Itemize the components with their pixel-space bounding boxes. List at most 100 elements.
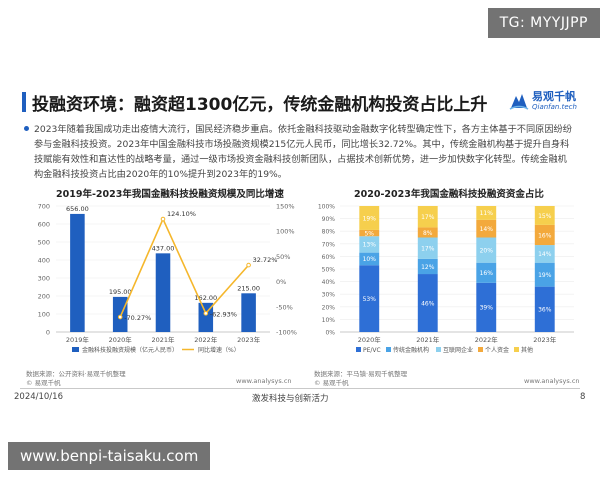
segment-value-label: 19% — [363, 215, 377, 222]
stack-segment — [359, 265, 380, 332]
legend-swatch — [356, 347, 361, 352]
growth-rate-point — [117, 314, 123, 320]
segment-value-label: 10% — [363, 256, 377, 263]
left-source-note: 数据来源：公开资料·易观千帆整理 — [26, 370, 126, 378]
x-tick-label: 2021年 — [416, 335, 440, 344]
legend-swatch — [386, 347, 391, 352]
y2-tick-label: 100% — [276, 228, 295, 236]
y-tick-label: 0 — [46, 329, 50, 337]
segment-value-label: 14% — [480, 226, 494, 233]
legend-swatch — [478, 347, 483, 352]
y-tick-label: 0% — [325, 330, 335, 337]
bar-scale — [241, 293, 256, 332]
y-tick-label: 40% — [322, 279, 336, 286]
y2-tick-label: -100% — [276, 329, 297, 337]
segment-value-label: 36% — [538, 307, 552, 314]
y2-tick-label: 150% — [276, 203, 295, 211]
investment-scale-chart: 0 100 200 300 400 500 600 700 -100% -50% 0% 50% 100%… — [38, 203, 297, 355]
right-source-note: 数据来源：平马镇·易观千帆整理 — [314, 370, 408, 378]
x-tick-label: 2020年 — [358, 335, 382, 344]
stack-segment — [534, 262, 555, 287]
stack-segment — [417, 227, 438, 238]
x-tick-label: 2022年 — [194, 335, 218, 344]
y-tick-label: 100 — [38, 311, 50, 319]
stack-segment — [534, 224, 555, 246]
stack-segment — [476, 262, 497, 283]
x-tick-label: 2023年 — [533, 335, 557, 344]
stack-segment — [417, 258, 438, 275]
stack-segment — [417, 206, 438, 228]
y2-tick-label: 0% — [276, 278, 286, 286]
y-tick-label: 30% — [322, 292, 336, 299]
x-tick-label: 2021年 — [151, 335, 175, 344]
stack-segment — [417, 237, 438, 259]
segment-value-label: 13% — [363, 242, 377, 249]
right-chart-title: 2020-2023年我国金融科技投融资资金占比 — [354, 189, 544, 200]
paragraph-bullet — [24, 126, 29, 131]
watermark-bottom: www.benpi-taisaku.com — [8, 442, 211, 470]
stack-segment — [534, 245, 555, 263]
y-tick-label: 50% — [322, 267, 336, 274]
segment-value-label: 14% — [538, 251, 552, 258]
x-tick-label: 2019年 — [66, 335, 90, 344]
y-tick-label: 300 — [38, 275, 50, 283]
segment-value-label: 5% — [364, 230, 374, 237]
segment-value-label: 16% — [480, 270, 494, 277]
stack-segment — [476, 282, 497, 332]
growth-rate-label: -70.27% — [124, 314, 151, 322]
legend-label: 传统金融机构 — [393, 346, 429, 354]
left-url: www.analysys.cn — [236, 377, 292, 385]
left-chart-title: 2019年-2023年我国金融科技投融资规模及同比增速 — [56, 189, 284, 200]
segment-value-label: 53% — [363, 296, 377, 303]
stack-segment — [476, 237, 497, 263]
segment-value-label: 15% — [538, 213, 552, 220]
y-tick-label: 60% — [322, 254, 336, 261]
segment-value-label: 17% — [421, 246, 435, 253]
legend-swatch-scale — [72, 347, 79, 352]
x-tick-label: 2020年 — [109, 335, 133, 344]
legend-label: 互联网企业 — [443, 346, 473, 354]
brand-logo: 易观千帆 Qianfan.tech — [508, 86, 578, 116]
y2-tick-label: 50% — [276, 253, 290, 261]
title-accent-bar — [22, 92, 26, 112]
legend-label-growth: 同比增速（%） — [198, 346, 240, 354]
y-tick-label: 20% — [322, 304, 336, 311]
footer-date: 2024/10/16 — [14, 392, 63, 402]
x-tick-label: 2023年 — [237, 335, 261, 344]
right-brand: © 易观千帆 — [314, 379, 349, 387]
bar-value-label: 195.00 — [109, 288, 132, 296]
growth-rate-label: 32.72% — [253, 256, 278, 264]
bar-value-label: 215.00 — [237, 284, 260, 292]
funding-share-chart: 0% 10% 20% 30% 40% 50% 60% 70% 80% 90% 100% 53% 10% 1… — [318, 204, 574, 354]
y-tick-label: 70% — [322, 241, 336, 248]
slide-title: 投融资环境：融资超1300亿元，传统金融机构投资占比上升 — [32, 95, 488, 115]
right-url: www.analysys.cn — [524, 377, 580, 385]
footer-divider — [20, 388, 580, 389]
y-tick-label: 400 — [38, 257, 50, 265]
bar-scale — [155, 253, 171, 332]
legend-swatch — [436, 347, 441, 352]
y-tick-label: 10% — [322, 317, 336, 324]
stack-segment — [359, 252, 380, 266]
y2-tick-label: -50% — [276, 303, 293, 311]
growth-rate-label: -62.93% — [210, 310, 237, 318]
footer-page-number: 8 — [580, 392, 586, 402]
bar-value-label: 437.00 — [152, 244, 175, 252]
legend-label: PE/VC — [363, 347, 381, 354]
segment-value-label: 46% — [421, 300, 435, 307]
legend-label: 其他 — [521, 346, 533, 354]
segment-value-label: 39% — [480, 305, 494, 312]
growth-rate-point — [160, 216, 166, 222]
report-slide: 投融资环境：融资超1300亿元，传统金融机构投资占比上升 易观千帆 Qianfa… — [14, 76, 586, 412]
growth-rate-line — [119, 217, 250, 318]
segment-value-label: 11% — [480, 210, 494, 217]
watermark-top: TG: MYYJJPP — [487, 8, 600, 38]
segment-value-label: 20% — [480, 247, 494, 254]
stack-segment — [359, 229, 380, 237]
growth-rate-point — [246, 262, 251, 268]
y-tick-label: 100% — [318, 204, 335, 211]
stack-segment — [359, 236, 380, 253]
logo-name: 易观千帆 — [532, 90, 576, 103]
summary-paragraph: 2023年随着我国成功走出疫情大流行，国民经济稳步重启。依托金融科技驱动金融数字… — [34, 124, 572, 180]
